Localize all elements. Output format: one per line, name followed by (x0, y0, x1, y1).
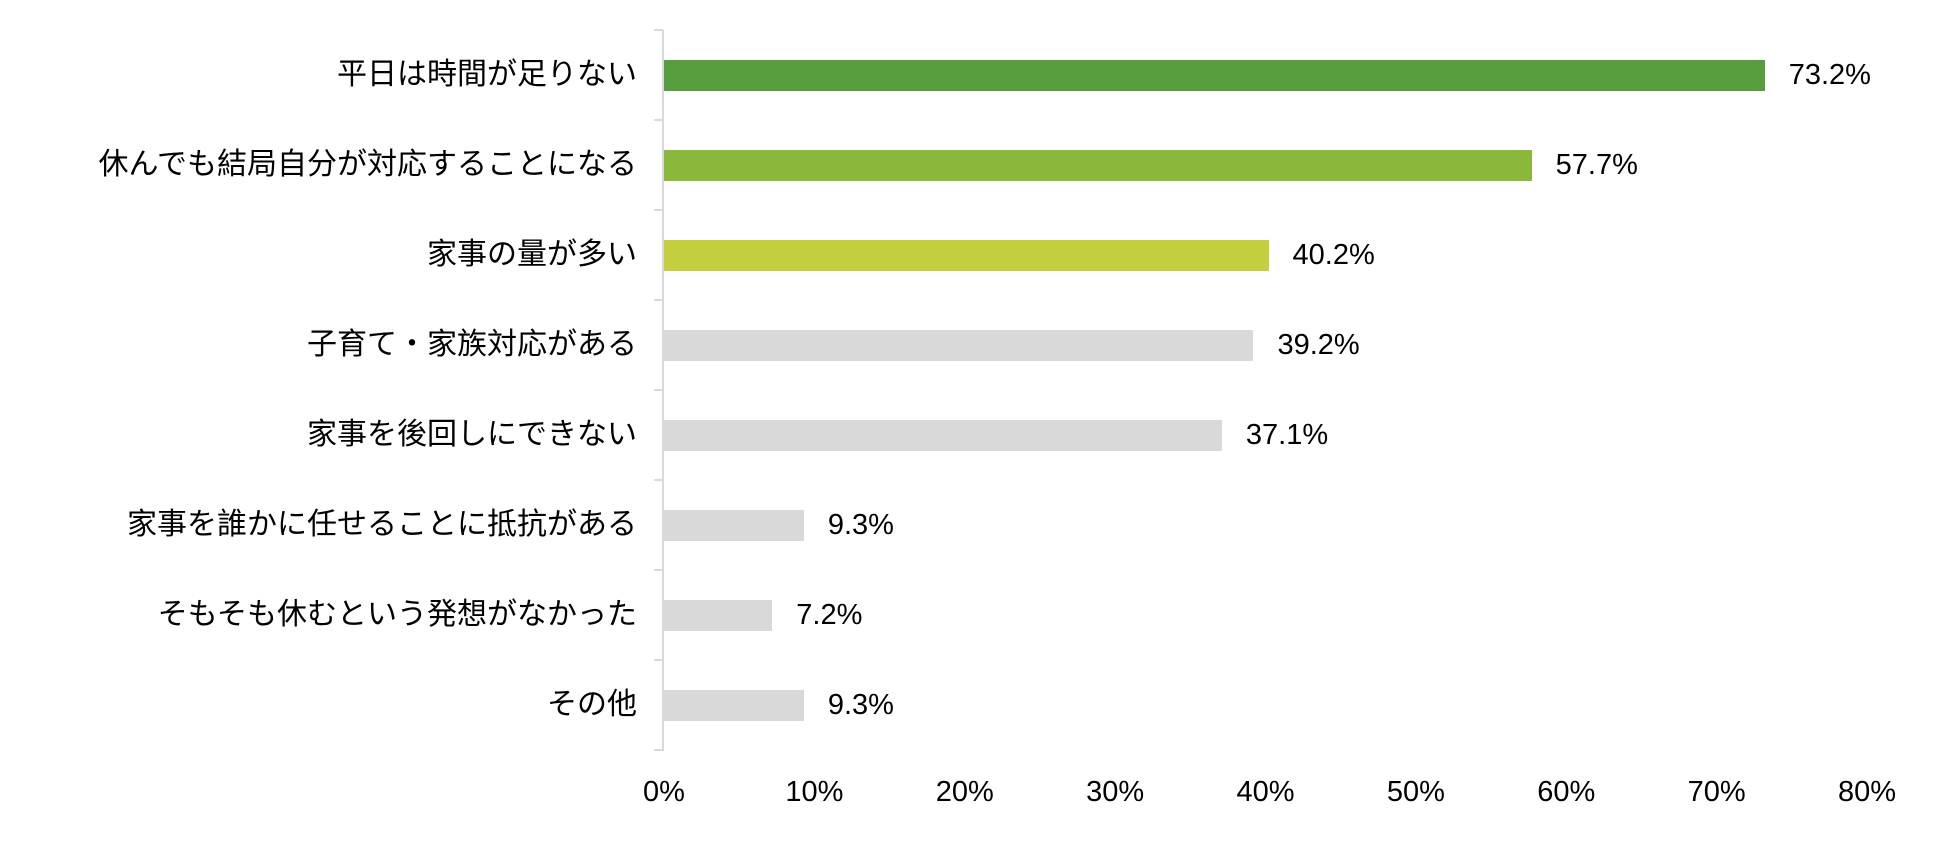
category-label: 家事を後回しにできない (307, 418, 637, 451)
y-axis-tick (654, 569, 663, 571)
bar-row: 家事を後回しにできない 37.1% (0, 390, 1950, 480)
value-label: 40.2% (1292, 239, 1375, 271)
x-tick-label: 10% (785, 776, 844, 808)
category-label: その他 (547, 688, 637, 721)
bar-row: 子育て・家族対応がある 39.2% (0, 300, 1950, 390)
bar-row: 休んでも結局自分が対応することになる 57.7% (0, 120, 1950, 210)
bar (664, 330, 1254, 361)
y-axis-tick (654, 479, 663, 481)
value-label: 57.7% (1555, 149, 1638, 181)
value-label: 7.2% (796, 599, 863, 631)
category-label: 休んでも結局自分が対応することになる (98, 148, 638, 181)
bar (664, 690, 804, 721)
x-tick-label: 20% (935, 776, 994, 808)
y-axis-tick (654, 209, 663, 211)
x-tick-label: 60% (1537, 776, 1596, 808)
bar (664, 150, 1532, 181)
bar (664, 420, 1222, 451)
bar-row: 家事の量が多い 40.2% (0, 210, 1950, 300)
value-label: 9.3% (827, 689, 894, 721)
category-label: 子育て・家族対応がある (307, 328, 637, 361)
category-label: 家事の量が多い (427, 238, 637, 271)
y-axis-tick (654, 389, 663, 391)
value-label: 9.3% (827, 509, 894, 541)
y-axis-tick (654, 119, 663, 121)
bar-row: 家事を誰かに任せることに抵抗がある 9.3% (0, 480, 1950, 570)
x-tick-label: 0% (643, 776, 685, 808)
x-tick-label: 30% (1086, 776, 1145, 808)
y-axis-tick (654, 659, 663, 661)
category-label: 平日は時間が足りない (337, 58, 637, 91)
y-axis-tick (654, 29, 663, 31)
y-axis-line (662, 30, 664, 751)
x-tick-label: 50% (1386, 776, 1445, 808)
category-label: そもそも休むという発想がなかった (157, 598, 637, 631)
x-tick-label: 80% (1837, 776, 1897, 808)
bar-row: そもそも休むという発想がなかった 7.2% (0, 570, 1950, 660)
bar (664, 510, 804, 541)
bar-row: その他 9.3% (0, 660, 1950, 750)
value-label: 73.2% (1788, 59, 1871, 91)
value-label: 37.1% (1245, 419, 1329, 451)
bar (664, 240, 1269, 271)
x-tick-label: 40% (1236, 776, 1295, 808)
y-axis-tick (654, 299, 663, 301)
category-label: 家事を誰かに任せることに抵抗がある (127, 508, 637, 541)
y-axis-tick (654, 749, 663, 751)
bar-row: 平日は時間が足りない 73.2% (0, 30, 1950, 120)
x-tick-label: 70% (1687, 776, 1746, 808)
bar (664, 60, 1765, 91)
value-label: 39.2% (1277, 329, 1360, 361)
bar (664, 600, 773, 631)
